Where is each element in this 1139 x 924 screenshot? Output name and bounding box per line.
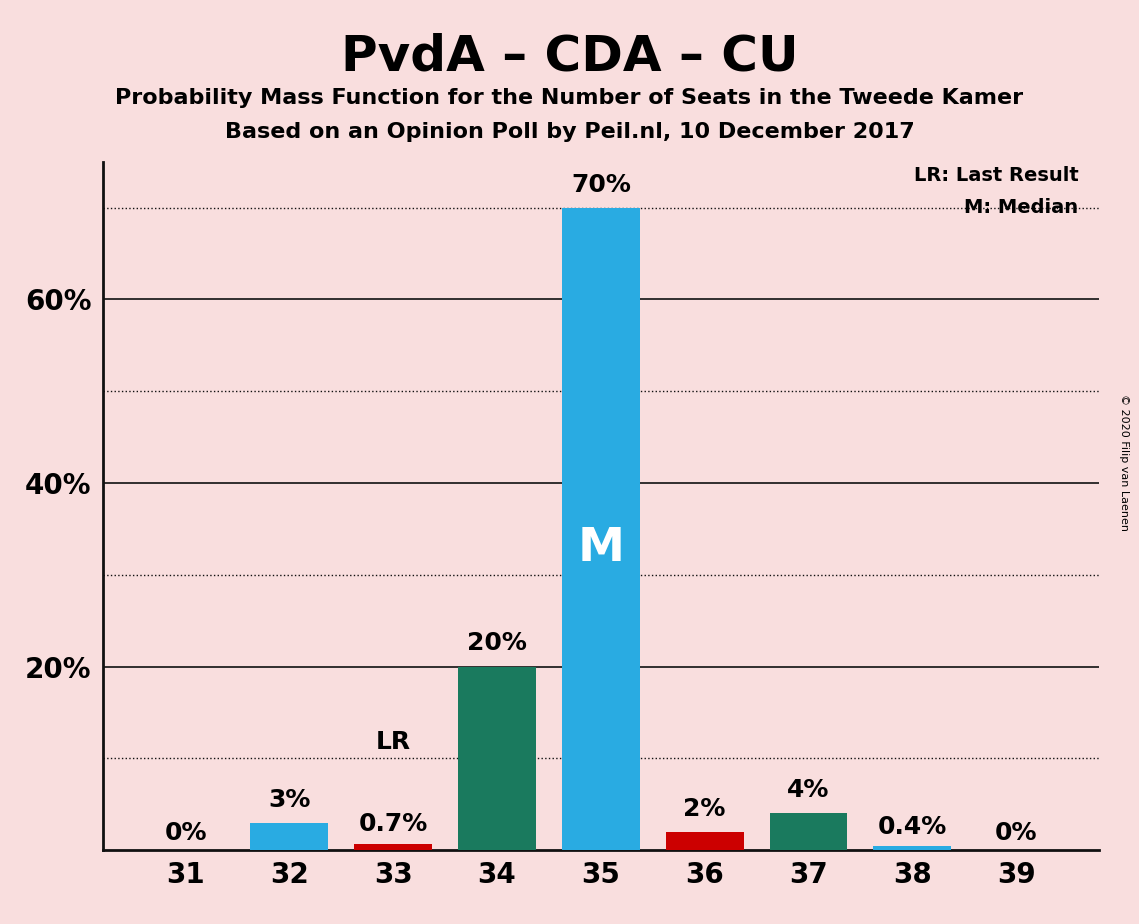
Text: M: Median: M: Median [965,199,1079,217]
Bar [562,208,640,850]
Bar [251,822,328,850]
Text: © 2020 Filip van Laenen: © 2020 Filip van Laenen [1120,394,1129,530]
Text: 4%: 4% [787,778,829,802]
Bar [665,832,744,850]
Text: 3%: 3% [268,787,311,811]
Bar [770,813,847,850]
Bar [874,846,951,850]
Text: M: M [577,526,624,571]
Text: 0%: 0% [994,821,1038,845]
Bar [458,666,536,850]
Text: Probability Mass Function for the Number of Seats in the Tweede Kamer: Probability Mass Function for the Number… [115,88,1024,108]
Text: 0.4%: 0.4% [878,815,947,839]
Text: 0%: 0% [164,821,207,845]
Text: LR: LR [376,730,411,754]
Text: 20%: 20% [467,631,527,655]
Text: 2%: 2% [683,796,726,821]
Text: 0.7%: 0.7% [359,812,428,836]
Text: 70%: 70% [571,173,631,197]
Text: PvdA – CDA – CU: PvdA – CDA – CU [341,32,798,80]
Text: LR: Last Result: LR: Last Result [913,166,1079,186]
Text: Based on an Opinion Poll by Peil.nl, 10 December 2017: Based on an Opinion Poll by Peil.nl, 10 … [224,122,915,142]
Bar [354,844,432,850]
